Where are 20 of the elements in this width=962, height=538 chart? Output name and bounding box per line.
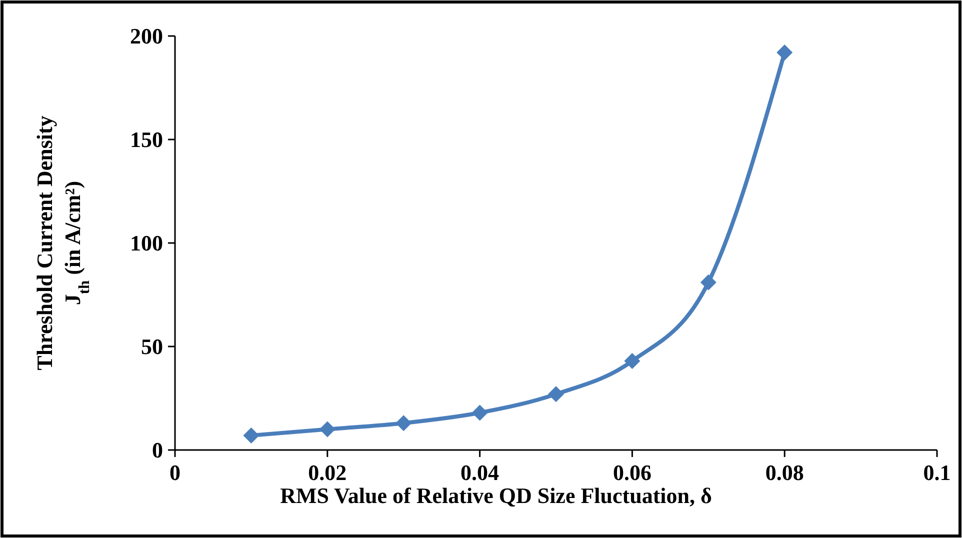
y-tick-label: 200	[130, 24, 163, 49]
x-tick-label: 0.04	[460, 460, 500, 485]
point	[243, 428, 260, 444]
y-tick-label: 100	[130, 230, 163, 256]
x-tick-label: 0.02	[308, 460, 347, 485]
x-tick-label: 0	[170, 460, 180, 485]
point	[319, 421, 336, 438]
point	[700, 274, 716, 290]
point	[472, 404, 488, 421]
x-tick-label: 0.1	[923, 460, 951, 485]
point	[548, 386, 564, 402]
point	[776, 44, 793, 61]
y-tick-label: 50	[141, 334, 163, 360]
point	[396, 415, 412, 432]
y-tick-label: 150	[130, 127, 163, 152]
x-tick-label: 0.06	[612, 460, 652, 485]
x-tick-label: 0.08	[765, 460, 804, 485]
point	[624, 352, 640, 369]
y-tick-label: 0	[152, 438, 163, 463]
x-axis-title: RMS Value of Relative QD Size Fluctuation, δ	[280, 483, 712, 508]
